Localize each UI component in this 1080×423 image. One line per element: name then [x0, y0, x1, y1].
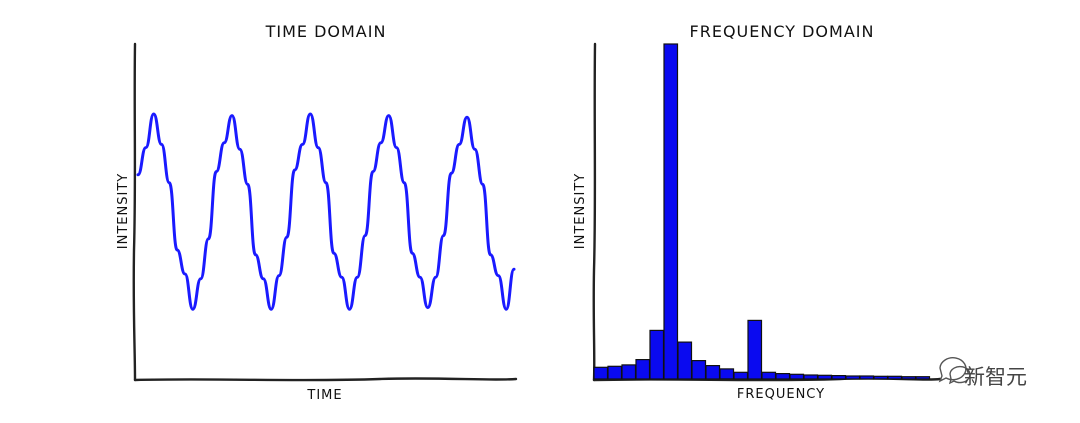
- frequency-domain-x-label: FREQUENCY: [737, 387, 825, 402]
- frequency-bar: [789, 373, 805, 380]
- frequency-bar: [803, 374, 819, 380]
- frequency-bar: [761, 371, 777, 380]
- frequency-bar: [733, 371, 749, 380]
- time-domain-x-label: TIME: [306, 388, 342, 403]
- frequency-domain-y-axis: [592, 42, 597, 382]
- frequency-bar: [873, 375, 889, 380]
- watermark: 新智元: [938, 357, 1027, 389]
- frequency-bar: [817, 374, 833, 380]
- time-domain-chart: TIME DOMAIN INTENSITY TIME: [116, 22, 518, 403]
- time-domain-x-axis: [133, 377, 518, 382]
- frequency-bar: [859, 375, 875, 380]
- frequency-bar: [621, 364, 637, 380]
- frequency-bar: [649, 329, 665, 380]
- frequency-bar: [887, 375, 903, 380]
- frequency-bar: [775, 373, 791, 380]
- time-domain-y-axis: [132, 42, 137, 382]
- frequency-bar: [901, 376, 917, 380]
- frequency-bar: [635, 359, 651, 380]
- frequency-bar: [915, 376, 931, 380]
- frequency-bars: [593, 43, 931, 380]
- time-series-line: [136, 112, 516, 311]
- frequency-domain-title: FREQUENCY DOMAIN: [690, 22, 875, 41]
- frequency-bar: [705, 365, 721, 380]
- frequency-domain-chart: FREQUENCY DOMAIN INTENSITY FREQUENCY: [573, 22, 942, 402]
- frequency-bar: [663, 43, 679, 380]
- frequency-bar: [607, 365, 623, 380]
- frequency-bar: [677, 341, 693, 380]
- wechat-logo-icon: [938, 357, 971, 385]
- time-domain-y-label: INTENSITY: [116, 173, 131, 249]
- frequency-bar: [719, 368, 735, 380]
- frequency-bar: [747, 319, 763, 380]
- frequency-bar: [691, 360, 707, 380]
- time-domain-title: TIME DOMAIN: [265, 22, 387, 41]
- watermark-text: 新智元: [964, 365, 1027, 389]
- frequency-bar: [593, 366, 609, 380]
- frequency-bar: [845, 375, 861, 380]
- frequency-bar: [831, 375, 847, 380]
- frequency-domain-y-label: INTENSITY: [573, 173, 588, 249]
